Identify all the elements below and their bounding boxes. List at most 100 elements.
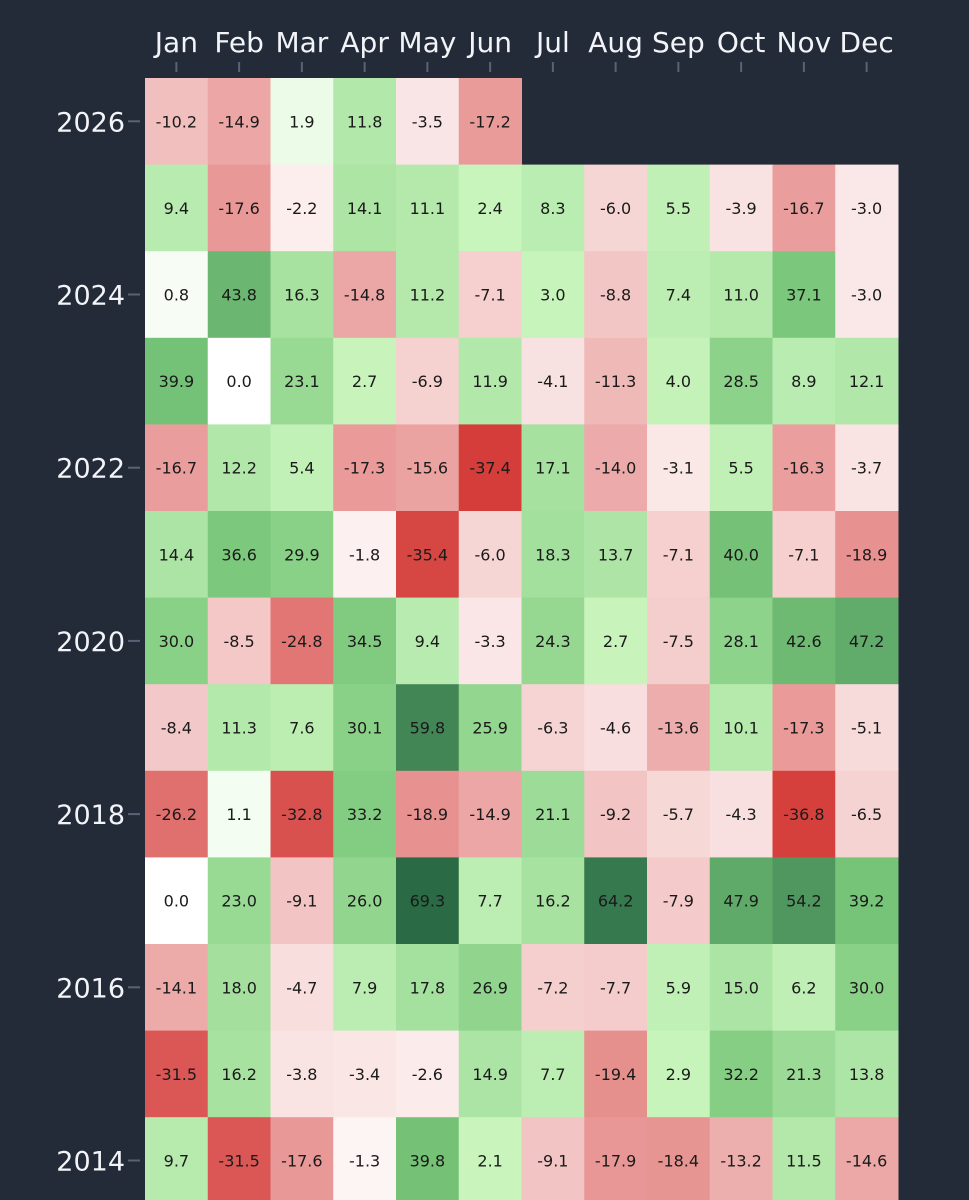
heatmap-cell (458, 424, 522, 512)
cell-value-label: -11.3 (595, 372, 636, 391)
heatmap-cell (145, 1117, 209, 1200)
cell-value-label: -13.2 (720, 1152, 761, 1171)
cell-value-label: -14.8 (344, 286, 385, 305)
month-label-apr: Apr (340, 26, 389, 59)
cell-value-label: -4.1 (537, 372, 568, 391)
cell-value-label: 32.2 (723, 1065, 759, 1084)
cell-value-label: 39.2 (849, 892, 885, 911)
cell-value-label: 17.1 (535, 459, 571, 478)
heatmap-cell (207, 424, 271, 512)
heatmap-cell (207, 597, 271, 685)
heatmap-cell (835, 164, 899, 252)
cell-value-label: 5.5 (728, 459, 753, 478)
cell-value-label: 7.6 (289, 719, 314, 738)
cell-value-label: -3.7 (851, 459, 882, 478)
heatmap-cell (145, 857, 209, 945)
cell-value-label: 29.9 (284, 545, 320, 564)
cell-value-label: -31.5 (156, 1065, 197, 1084)
cell-value-label: 24.3 (535, 632, 571, 651)
cell-value-label: -16.7 (156, 459, 197, 478)
heatmap-cell (647, 511, 711, 599)
heatmap-cell (458, 1030, 522, 1118)
cell-value-label: -17.6 (218, 199, 259, 218)
cell-value-label: 26.9 (472, 978, 508, 997)
cell-value-label: 0.0 (226, 372, 251, 391)
cell-value-label: -9.1 (537, 1152, 568, 1171)
heatmap-cell (584, 1117, 648, 1200)
month-label-jul: Jul (534, 26, 570, 59)
heatmap-cell (270, 1030, 334, 1118)
heatmap-cell (396, 164, 460, 252)
cell-value-label: 14.9 (472, 1065, 508, 1084)
heatmap-cell (647, 857, 711, 945)
heatmap-cell (458, 857, 522, 945)
heatmap-cell (584, 164, 648, 252)
cell-value-label: -7.2 (537, 978, 568, 997)
heatmap-cell (521, 770, 585, 858)
heatmap-cell (207, 164, 271, 252)
cell-value-label: 14.1 (347, 199, 383, 218)
cell-value-label: 47.9 (723, 892, 759, 911)
cell-value-label: -18.4 (658, 1152, 699, 1171)
heatmap-cell (333, 337, 397, 425)
heatmap-cell (270, 78, 334, 166)
heatmap-cell (521, 164, 585, 252)
heatmap-cell (521, 1030, 585, 1118)
heatmap-cell (835, 1030, 899, 1118)
heatmap-cell (709, 424, 773, 512)
heatmap-cell (709, 770, 773, 858)
heatmap-cell (709, 1030, 773, 1118)
cell-value-label: -31.5 (218, 1152, 259, 1171)
heatmap-cell (458, 251, 522, 339)
year-label-2018: 2018 (56, 800, 125, 831)
cell-value-label: 28.1 (723, 632, 759, 651)
heatmap-cell (835, 424, 899, 512)
cell-value-label: -37.4 (469, 459, 510, 478)
cell-value-label: -9.2 (600, 805, 631, 824)
heatmap-cell (145, 597, 209, 685)
heatmap-cell (584, 1030, 648, 1118)
heatmap-cell (270, 251, 334, 339)
heatmap-cell (458, 1117, 522, 1200)
cell-value-label: 47.2 (849, 632, 885, 651)
cell-value-label: 2.9 (666, 1065, 691, 1084)
heatmap-cell (333, 684, 397, 772)
cell-value-label: -16.7 (783, 199, 824, 218)
heatmap-cell (396, 1117, 460, 1200)
cell-value-label: -14.6 (846, 1152, 887, 1171)
heatmap-cell (647, 337, 711, 425)
cell-value-label: -10.2 (156, 112, 197, 131)
heatmap-cell (270, 424, 334, 512)
heatmap-cell (145, 337, 209, 425)
heatmap-cell (521, 857, 585, 945)
heatmap-cell (333, 511, 397, 599)
cell-value-label: -7.9 (663, 892, 694, 911)
cell-value-label: -2.6 (412, 1065, 443, 1084)
heatmap-cell (333, 1030, 397, 1118)
heatmap-cell (521, 251, 585, 339)
cell-value-label: 0.0 (164, 892, 189, 911)
heatmap-cell (772, 857, 836, 945)
month-label-mar: Mar (275, 26, 328, 59)
cell-value-label: 6.2 (791, 978, 816, 997)
heatmap-cell (772, 251, 836, 339)
heatmap-cell (207, 1117, 271, 1200)
heatmap-cell (772, 164, 836, 252)
cell-value-label: 69.3 (410, 892, 446, 911)
cell-value-label: 1.9 (289, 112, 314, 131)
cell-value-label: -14.1 (156, 978, 197, 997)
cell-value-label: -6.5 (851, 805, 882, 824)
cell-value-label: 8.3 (540, 199, 565, 218)
heatmap-cell (333, 78, 397, 166)
cell-value-label: 33.2 (347, 805, 383, 824)
heatmap-cell (835, 597, 899, 685)
heatmap-cell (521, 1117, 585, 1200)
cell-value-label: 11.0 (723, 286, 759, 305)
heatmap-cell (458, 944, 522, 1032)
cell-value-label: 40.0 (723, 545, 759, 564)
cell-value-label: 11.5 (786, 1152, 822, 1171)
heatmap-cell (270, 684, 334, 772)
month-axis: Jan Feb Mar Apr May Jun Jul Aug Sep Oct Nov Dec (153, 26, 894, 72)
cell-value-label: -8.5 (224, 632, 255, 651)
